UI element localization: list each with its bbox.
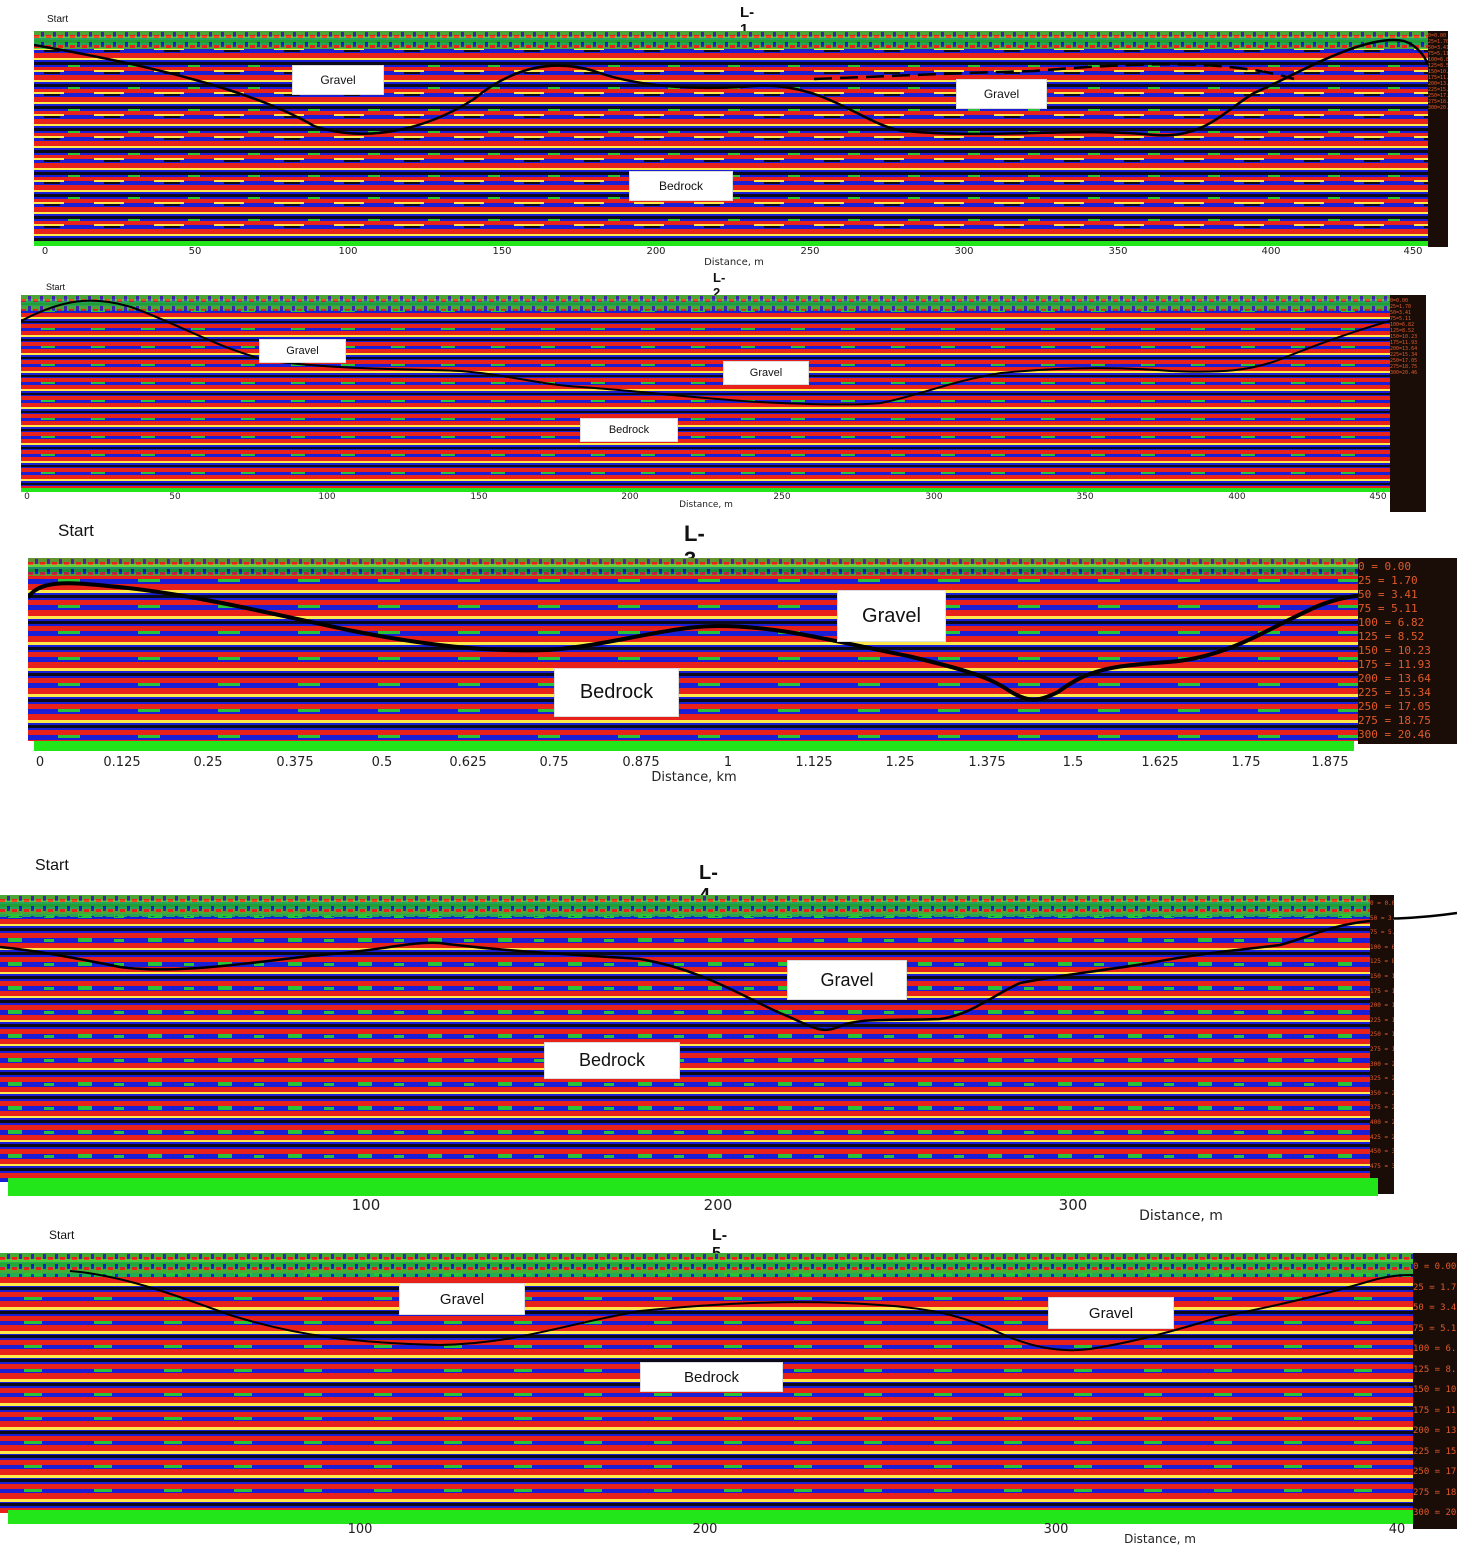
bedrock-label: Bedrock: [555, 669, 678, 716]
x-axis: 100 200 300 40 Distance, m: [0, 1522, 1457, 1548]
x-tick: 200: [703, 1196, 733, 1214]
start-label: Start: [58, 521, 94, 540]
start-label: Start: [47, 14, 69, 25]
x-tick: 300: [954, 246, 974, 257]
profile-title: L-2: [713, 270, 726, 300]
radargram: [0, 895, 1370, 1182]
bedrock-label: Bedrock: [581, 419, 677, 441]
bedrock-label: Bedrock: [641, 1363, 782, 1391]
interface-line: [21, 299, 1390, 406]
x-axis-title: Distance, km: [651, 770, 737, 785]
x-axis-title: Distance, m: [704, 257, 764, 268]
x-tick: 200: [692, 1522, 718, 1537]
x-tick: 300: [1043, 1522, 1069, 1537]
x-tick: 50: [188, 246, 202, 257]
radargram-image: [34, 31, 1428, 245]
x-tick: 40: [1388, 1522, 1406, 1537]
x-tick: 300: [925, 492, 943, 502]
x-tick: 300: [1058, 1196, 1088, 1214]
x-axis-title: Distance, m: [1124, 1532, 1196, 1546]
x-tick: 1.5: [1062, 755, 1084, 770]
x-tick: 0.875: [622, 755, 660, 770]
x-tick: 100: [347, 1522, 373, 1537]
x-tick: 1.625: [1141, 755, 1179, 770]
distance-bar: [34, 241, 1428, 246]
x-tick: 200: [621, 492, 639, 502]
x-tick: 0.625: [449, 755, 487, 770]
distance-bar: [21, 488, 1390, 492]
x-axis-title: Distance, m: [1139, 1208, 1223, 1224]
radargram: [21, 295, 1390, 491]
distance-bar: [8, 1510, 1413, 1524]
gravel-label: Gravel: [838, 591, 945, 641]
x-tick: 150: [492, 246, 512, 257]
gravel-label: Gravel: [293, 66, 383, 94]
depth-scale: 0 = 0.00 25 = 1.70 50 = 3.41 75 = 5.11 100 =…: [1358, 558, 1457, 744]
x-tick: 250: [773, 492, 791, 502]
bedrock-label: Bedrock: [630, 172, 732, 200]
x-tick: 1.25: [885, 755, 915, 770]
profile-title: L-1: [740, 4, 755, 38]
radargram-image: [21, 295, 1390, 491]
x-tick: 250: [800, 246, 820, 257]
x-axis-title: Distance, m: [679, 500, 733, 510]
x-tick: 450: [1369, 492, 1387, 502]
depth-scale: 0=0.0025=1.7050=3.4175=5.11100=6.82125=8…: [1428, 31, 1448, 247]
radargram: [34, 31, 1428, 245]
radargram: [28, 558, 1358, 741]
distance-bar: [34, 741, 1354, 751]
x-tick: 0: [41, 246, 49, 257]
interface-line: [28, 581, 1358, 702]
start-label: Start: [35, 857, 69, 874]
x-axis: 0 50 100 150 200 250 300 350 400 450 Dis…: [0, 492, 1457, 518]
x-tick: 0: [35, 755, 45, 770]
interface-line: [34, 38, 1428, 137]
x-tick: 100: [318, 492, 336, 502]
x-tick: 1.75: [1231, 755, 1261, 770]
x-tick: 400: [1261, 246, 1281, 257]
x-tick: 0.75: [539, 755, 569, 770]
x-tick: 450: [1403, 246, 1423, 257]
x-tick: 150: [470, 492, 488, 502]
x-tick: 1.375: [968, 755, 1006, 770]
x-tick: 1.875: [1311, 755, 1349, 770]
x-tick: 200: [646, 246, 666, 257]
distance-bar: [8, 1178, 1378, 1196]
gravel-label: Gravel: [724, 362, 808, 384]
x-tick: 0: [24, 492, 30, 502]
x-tick: 0.125: [103, 755, 141, 770]
radargram-image: [0, 895, 1370, 1182]
gravel-label: Gravel: [260, 340, 345, 362]
x-tick: 1: [723, 755, 733, 770]
start-label: Start: [49, 1228, 75, 1242]
x-tick: 100: [338, 246, 358, 257]
x-tick: 350: [1108, 246, 1128, 257]
x-tick: 1.125: [795, 755, 833, 770]
interface-line: [69, 1270, 1413, 1352]
interface-dashed-line: [813, 63, 1295, 81]
x-axis: 0 50 100 150 200 250 300 350 400 450 Dis…: [0, 246, 1457, 272]
interface-line: [0, 919, 1370, 1032]
x-tick: 0.5: [371, 755, 393, 770]
gravel-label: Gravel: [788, 961, 906, 999]
gravel-label: Gravel: [400, 1284, 524, 1314]
x-tick: 400: [1228, 492, 1246, 502]
x-tick: 350: [1076, 492, 1094, 502]
radargram-image: [28, 558, 1358, 741]
start-label: Start: [46, 282, 66, 292]
bedrock-label: Bedrock: [545, 1043, 679, 1078]
x-tick: 0.375: [276, 755, 314, 770]
depth-scale: 0 = 0.00 25 = 1.70 50 = 3.41 75 = 5.11 100 =…: [1413, 1253, 1457, 1529]
x-axis: 100 200 300 Distance, m: [0, 1196, 1457, 1224]
x-tick: 0.25: [193, 755, 223, 770]
x-tick: 50: [169, 492, 181, 502]
x-tick: 100: [351, 1196, 381, 1214]
gravel-label: Gravel: [957, 80, 1046, 108]
gravel-label: Gravel: [1049, 1298, 1173, 1328]
x-axis: 0 0.125 0.25 0.375 0.5 0.625 0.75 0.875 …: [0, 755, 1457, 785]
